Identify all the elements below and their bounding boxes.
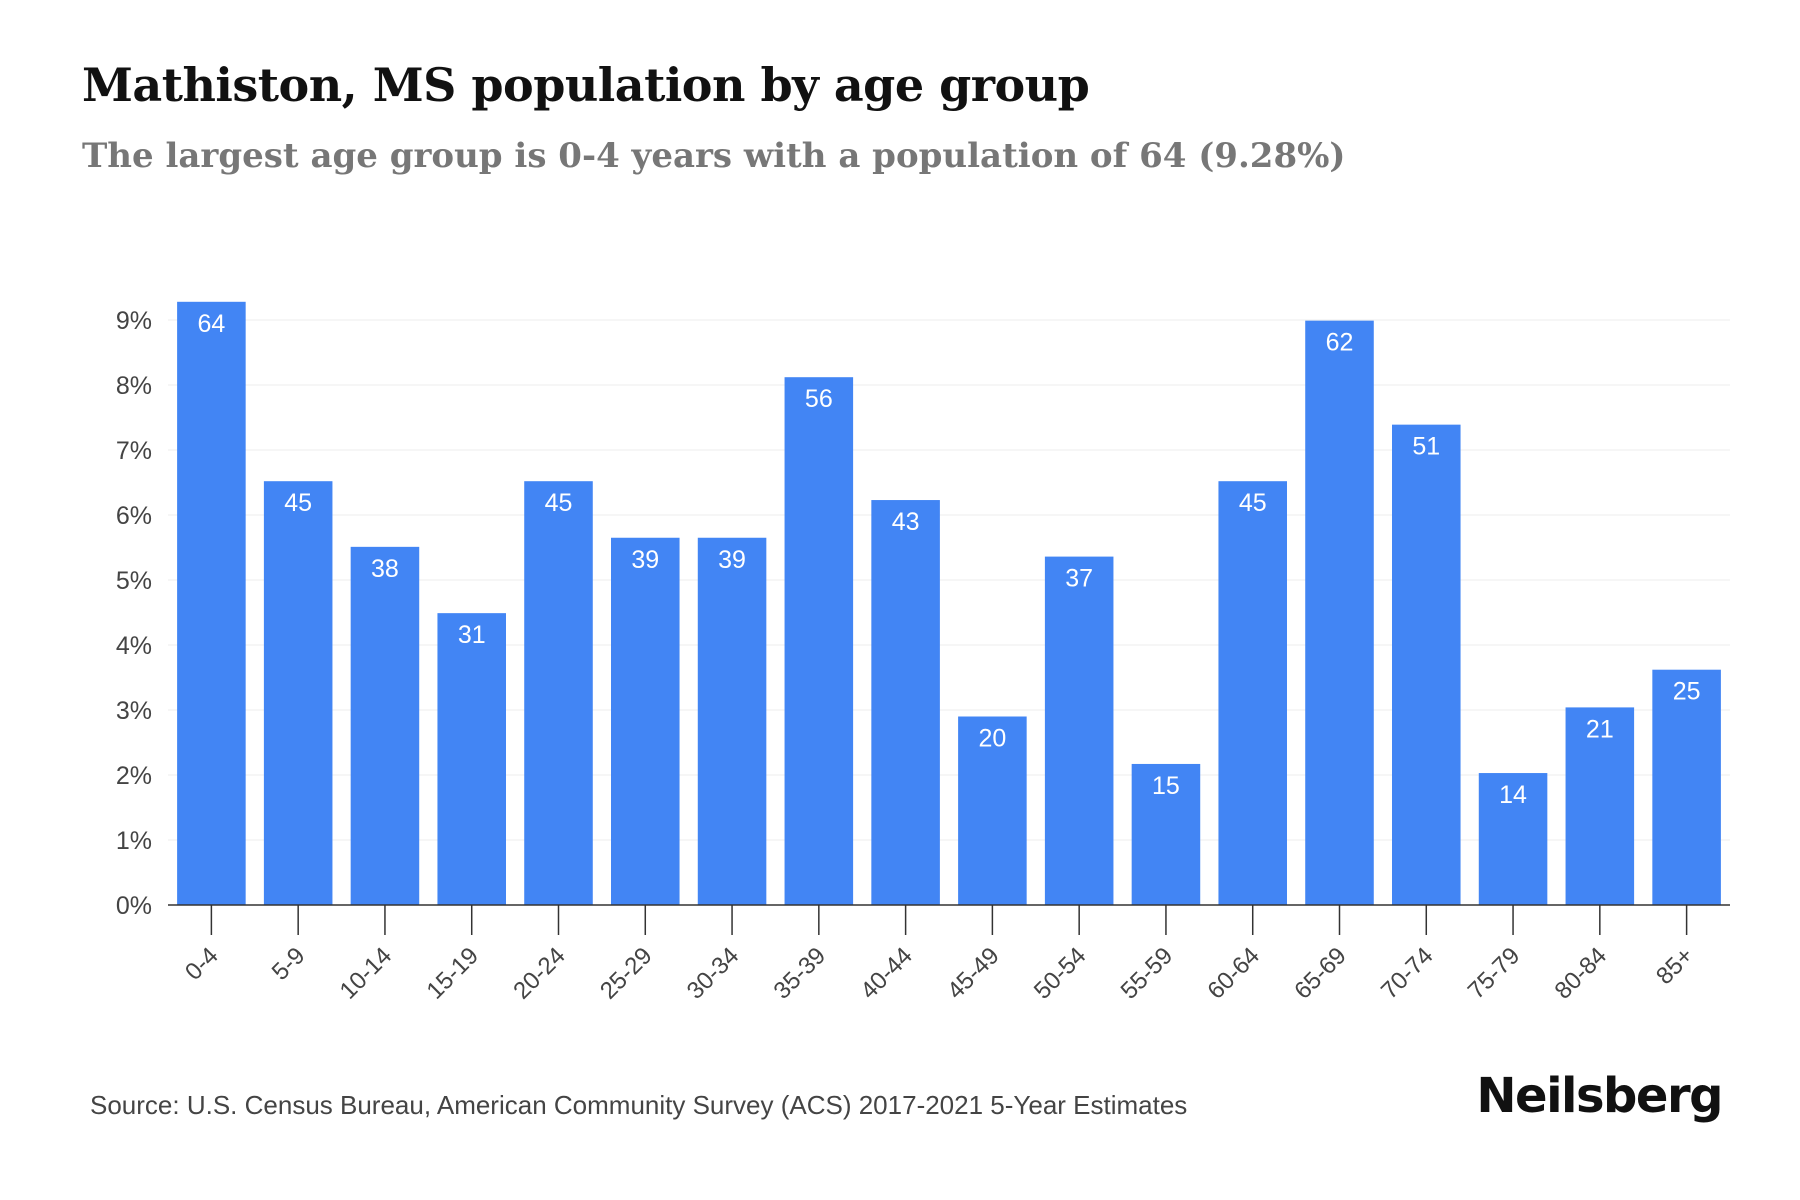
bar-value-label: 62 — [1326, 329, 1354, 357]
x-tick-label: 60-64 — [1202, 942, 1265, 1005]
bar-value-label: 20 — [978, 725, 1006, 753]
source-note: Source: U.S. Census Bureau, American Com… — [90, 1090, 1188, 1120]
y-tick-label: 9% — [116, 307, 152, 335]
x-tick-label: 75-79 — [1463, 942, 1526, 1005]
x-tick-label: 10-14 — [335, 942, 398, 1005]
chart-subtitle: The largest age group is 0-4 years with … — [82, 136, 1346, 176]
x-tick-label: 0-4 — [180, 942, 224, 986]
x-tick-label: 65-69 — [1289, 942, 1352, 1005]
y-tick-label: 2% — [116, 762, 152, 790]
bar-value-label: 45 — [545, 489, 573, 517]
chart-title: Mathiston, MS population by age group — [82, 58, 1090, 112]
bar-value-label: 31 — [458, 621, 486, 649]
y-tick-label: 3% — [116, 697, 152, 725]
y-tick-label: 7% — [116, 437, 152, 465]
bar-value-label: 45 — [284, 489, 312, 517]
bar-45-49 — [958, 716, 1027, 905]
x-tick-label: 35-39 — [769, 942, 832, 1005]
y-tick-label: 5% — [116, 567, 152, 595]
x-tick-label: 15-19 — [421, 942, 484, 1005]
bar-value-label: 37 — [1065, 565, 1093, 593]
bar-5-9 — [263, 481, 333, 905]
bar-30-34 — [697, 537, 767, 905]
brand-logo: Neilsberg — [1476, 1068, 1723, 1124]
x-tick-label: 25-29 — [595, 942, 658, 1005]
bar-value-label: 51 — [1412, 433, 1440, 461]
bar-value-label: 39 — [718, 546, 746, 574]
x-tick-label: 55-59 — [1116, 942, 1179, 1005]
x-tick-label: 30-34 — [682, 942, 745, 1005]
bar-20-24 — [524, 481, 593, 905]
y-tick-label: 0% — [116, 892, 152, 920]
bar-value-label: 56 — [805, 385, 833, 413]
bar-value-label: 15 — [1152, 772, 1180, 800]
bar-75-79 — [1478, 773, 1548, 905]
x-tick-label: 5-9 — [267, 942, 311, 986]
x-tick-label: 70-74 — [1376, 942, 1439, 1005]
x-tick-label: 85+ — [1651, 942, 1699, 990]
bar-65-69 — [1305, 320, 1374, 905]
bar-55-59 — [1131, 763, 1201, 905]
bar-35-39 — [784, 377, 854, 905]
x-tick-label: 50-54 — [1029, 942, 1092, 1005]
bar-value-label: 45 — [1239, 489, 1267, 517]
bar-value-label: 43 — [892, 508, 920, 536]
y-tick-label: 8% — [116, 372, 152, 400]
bar-60-64 — [1218, 481, 1287, 905]
bar-10-14 — [350, 546, 420, 905]
bar-value-label: 21 — [1586, 715, 1614, 743]
bar-value-label: 64 — [197, 310, 225, 338]
x-tick-label: 40-44 — [855, 942, 918, 1005]
x-tick-label: 45-49 — [942, 942, 1005, 1005]
x-tick-label: 20-24 — [508, 942, 571, 1005]
bar-value-label: 39 — [631, 546, 659, 574]
bar-value-label: 14 — [1499, 781, 1527, 809]
x-tick-label: 80-84 — [1550, 942, 1613, 1005]
bar-85+ — [1652, 669, 1721, 905]
bar-value-label: 38 — [371, 555, 399, 583]
y-tick-label: 4% — [116, 632, 152, 660]
bar-value-label: 25 — [1673, 678, 1701, 706]
bar-80-84 — [1565, 707, 1635, 905]
bar-chart: 0% 1% 2% 3% 4% 5% 6% 7% 8% 9% 64 0-4 45 5-9 38 10-14 31 1… — [116, 301, 1730, 1005]
y-tick-label: 1% — [116, 827, 152, 855]
y-tick-label: 6% — [116, 502, 152, 530]
bar-15-19 — [437, 613, 506, 905]
bar-25-29 — [611, 537, 680, 905]
bar-40-44 — [871, 500, 940, 905]
bar-50-54 — [1044, 556, 1114, 905]
bar-70-74 — [1392, 424, 1461, 905]
bar-0-4 — [177, 301, 246, 905]
